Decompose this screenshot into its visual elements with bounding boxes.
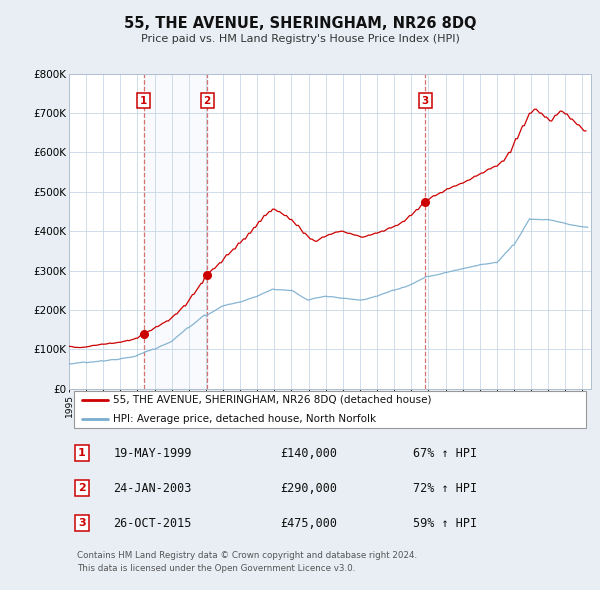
Text: Price paid vs. HM Land Registry's House Price Index (HPI): Price paid vs. HM Land Registry's House … [140, 34, 460, 44]
FancyBboxPatch shape [74, 391, 586, 428]
Text: 2: 2 [203, 96, 211, 106]
Text: 26-OCT-2015: 26-OCT-2015 [113, 516, 192, 529]
Text: 19-MAY-1999: 19-MAY-1999 [113, 447, 192, 460]
Text: 2: 2 [78, 483, 86, 493]
Bar [144, 74, 207, 389]
Text: 1: 1 [78, 448, 86, 458]
Text: 67% ↑ HPI: 67% ↑ HPI [413, 447, 477, 460]
Text: 24-JAN-2003: 24-JAN-2003 [113, 481, 192, 494]
Text: 3: 3 [78, 518, 86, 528]
Text: £290,000: £290,000 [281, 481, 338, 494]
Text: 3: 3 [422, 96, 429, 106]
Text: Contains HM Land Registry data © Crown copyright and database right 2024.
This d: Contains HM Land Registry data © Crown c… [77, 551, 417, 573]
Text: 1: 1 [140, 96, 148, 106]
Text: 72% ↑ HPI: 72% ↑ HPI [413, 481, 477, 494]
Text: 55, THE AVENUE, SHERINGHAM, NR26 8DQ: 55, THE AVENUE, SHERINGHAM, NR26 8DQ [124, 16, 476, 31]
Text: 59% ↑ HPI: 59% ↑ HPI [413, 516, 477, 529]
Text: HPI: Average price, detached house, North Norfolk: HPI: Average price, detached house, Nort… [113, 414, 376, 424]
Text: 55, THE AVENUE, SHERINGHAM, NR26 8DQ (detached house): 55, THE AVENUE, SHERINGHAM, NR26 8DQ (de… [113, 395, 432, 405]
Text: £140,000: £140,000 [281, 447, 338, 460]
Text: £475,000: £475,000 [281, 516, 338, 529]
